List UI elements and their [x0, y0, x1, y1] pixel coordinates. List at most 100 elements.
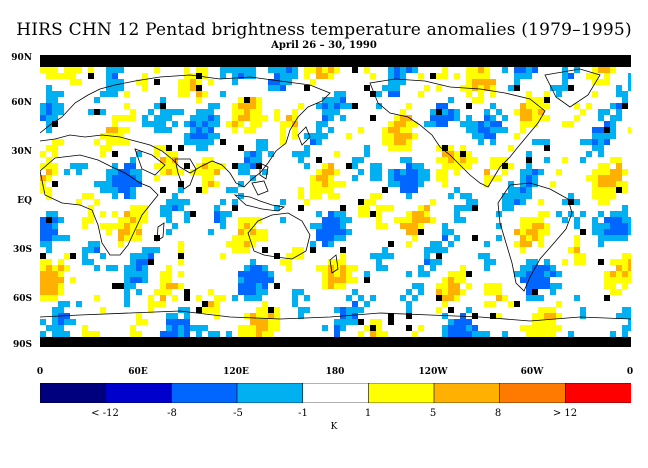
anomaly-cell — [316, 127, 322, 133]
anomaly-cell — [424, 205, 430, 211]
anomaly-cell — [154, 121, 160, 127]
anomaly-cell — [298, 205, 304, 211]
anomaly-cell — [130, 211, 136, 217]
anomaly-cell — [526, 115, 532, 121]
anomaly-cell — [106, 55, 112, 61]
anomaly-cell — [46, 163, 52, 169]
anomaly-cell — [460, 331, 466, 337]
anomaly-cell — [376, 169, 382, 175]
anomaly-cell — [172, 313, 178, 319]
anomaly-cell — [100, 337, 106, 343]
anomaly-cell — [514, 343, 520, 347]
anomaly-cell — [628, 343, 631, 347]
anomaly-cell — [82, 325, 88, 331]
anomaly-cell — [382, 247, 388, 253]
anomaly-cell — [262, 265, 268, 271]
anomaly-cell — [526, 241, 532, 247]
anomaly-cell — [58, 271, 64, 277]
anomaly-cell — [148, 301, 154, 307]
anomaly-cell — [622, 307, 628, 313]
anomaly-cell — [388, 133, 394, 139]
anomaly-cell — [406, 211, 412, 217]
anomaly-cell — [574, 259, 580, 265]
anomaly-cell — [454, 271, 460, 277]
anomaly-cell — [526, 91, 532, 97]
anomaly-cell — [370, 91, 376, 97]
anomaly-cell — [64, 67, 70, 73]
anomaly-cell — [340, 97, 346, 103]
anomaly-cell — [70, 253, 76, 259]
anomaly-cell — [562, 157, 568, 163]
anomaly-cell — [118, 229, 124, 235]
colorbar-tick-1: 1 — [364, 408, 372, 419]
anomaly-cell — [514, 133, 520, 139]
anomaly-cell — [112, 181, 118, 187]
anomaly-cell — [598, 145, 604, 151]
anomaly-cell — [604, 109, 610, 115]
anomaly-cell — [328, 217, 334, 223]
colorbar-swatch — [565, 383, 631, 403]
anomaly-cell — [310, 139, 316, 145]
colorbar-tick-neg1: -1 — [298, 408, 308, 419]
lon-label-0: 0 — [36, 367, 44, 377]
anomaly-cell — [94, 343, 100, 347]
anomaly-cell — [154, 67, 160, 73]
anomaly-cell — [418, 55, 424, 61]
anomaly-cell — [304, 55, 310, 61]
anomaly-cell — [526, 169, 532, 175]
anomaly-cell — [250, 127, 256, 133]
anomaly-cell — [100, 211, 106, 217]
anomaly-cell — [214, 115, 220, 121]
anomaly-cell — [622, 169, 628, 175]
anomaly-cell — [412, 211, 418, 217]
anomaly-cell — [304, 337, 310, 343]
anomaly-cell — [64, 253, 70, 259]
anomaly-cell — [412, 181, 418, 187]
anomaly-cell — [604, 193, 610, 199]
anomaly-cell — [112, 127, 118, 133]
anomaly-cell — [178, 283, 184, 289]
anomaly-cell — [154, 103, 160, 109]
anomaly-cell — [598, 241, 604, 247]
anomaly-cell — [148, 247, 154, 253]
anomaly-cell — [532, 343, 538, 347]
north-america-coastline — [369, 78, 546, 188]
anomaly-cell — [394, 181, 400, 187]
anomaly-cell — [310, 67, 316, 73]
anomaly-cell — [364, 145, 370, 151]
anomaly-cell — [208, 55, 214, 61]
anomaly-cell — [166, 163, 172, 169]
anomaly-cell — [106, 187, 112, 193]
madagascar-coastline — [156, 222, 165, 242]
anomaly-cell — [232, 199, 238, 205]
anomaly-cell — [346, 55, 352, 61]
anomaly-cell — [508, 163, 514, 169]
anomaly-cell — [616, 157, 622, 163]
anomaly-cell — [448, 289, 454, 295]
anomaly-cell — [490, 301, 496, 307]
anomaly-cell — [340, 205, 346, 211]
anomaly-cell — [118, 175, 124, 181]
anomaly-cell — [490, 127, 496, 133]
anomaly-cell — [274, 319, 280, 325]
anomaly-cell — [622, 55, 628, 61]
anomaly-cell — [178, 85, 184, 91]
anomaly-cell — [352, 103, 358, 109]
anomaly-cell — [520, 217, 526, 223]
anomaly-cell — [502, 205, 508, 211]
anomaly-cell — [610, 175, 616, 181]
anomaly-cell — [94, 337, 100, 343]
anomaly-cell — [184, 163, 190, 169]
anomaly-cell — [322, 73, 328, 79]
anomaly-cell — [142, 253, 148, 259]
anomaly-cell — [520, 187, 526, 193]
anomaly-cell — [568, 73, 574, 79]
anomaly-cell — [184, 211, 190, 217]
anomaly-cell — [424, 61, 430, 67]
anomaly-cell — [238, 67, 244, 73]
anomaly-cell — [58, 301, 64, 307]
anomaly-cell — [448, 163, 454, 169]
australia-coastline — [247, 212, 311, 260]
anomaly-cell — [328, 235, 334, 241]
anomaly-cell — [406, 133, 412, 139]
